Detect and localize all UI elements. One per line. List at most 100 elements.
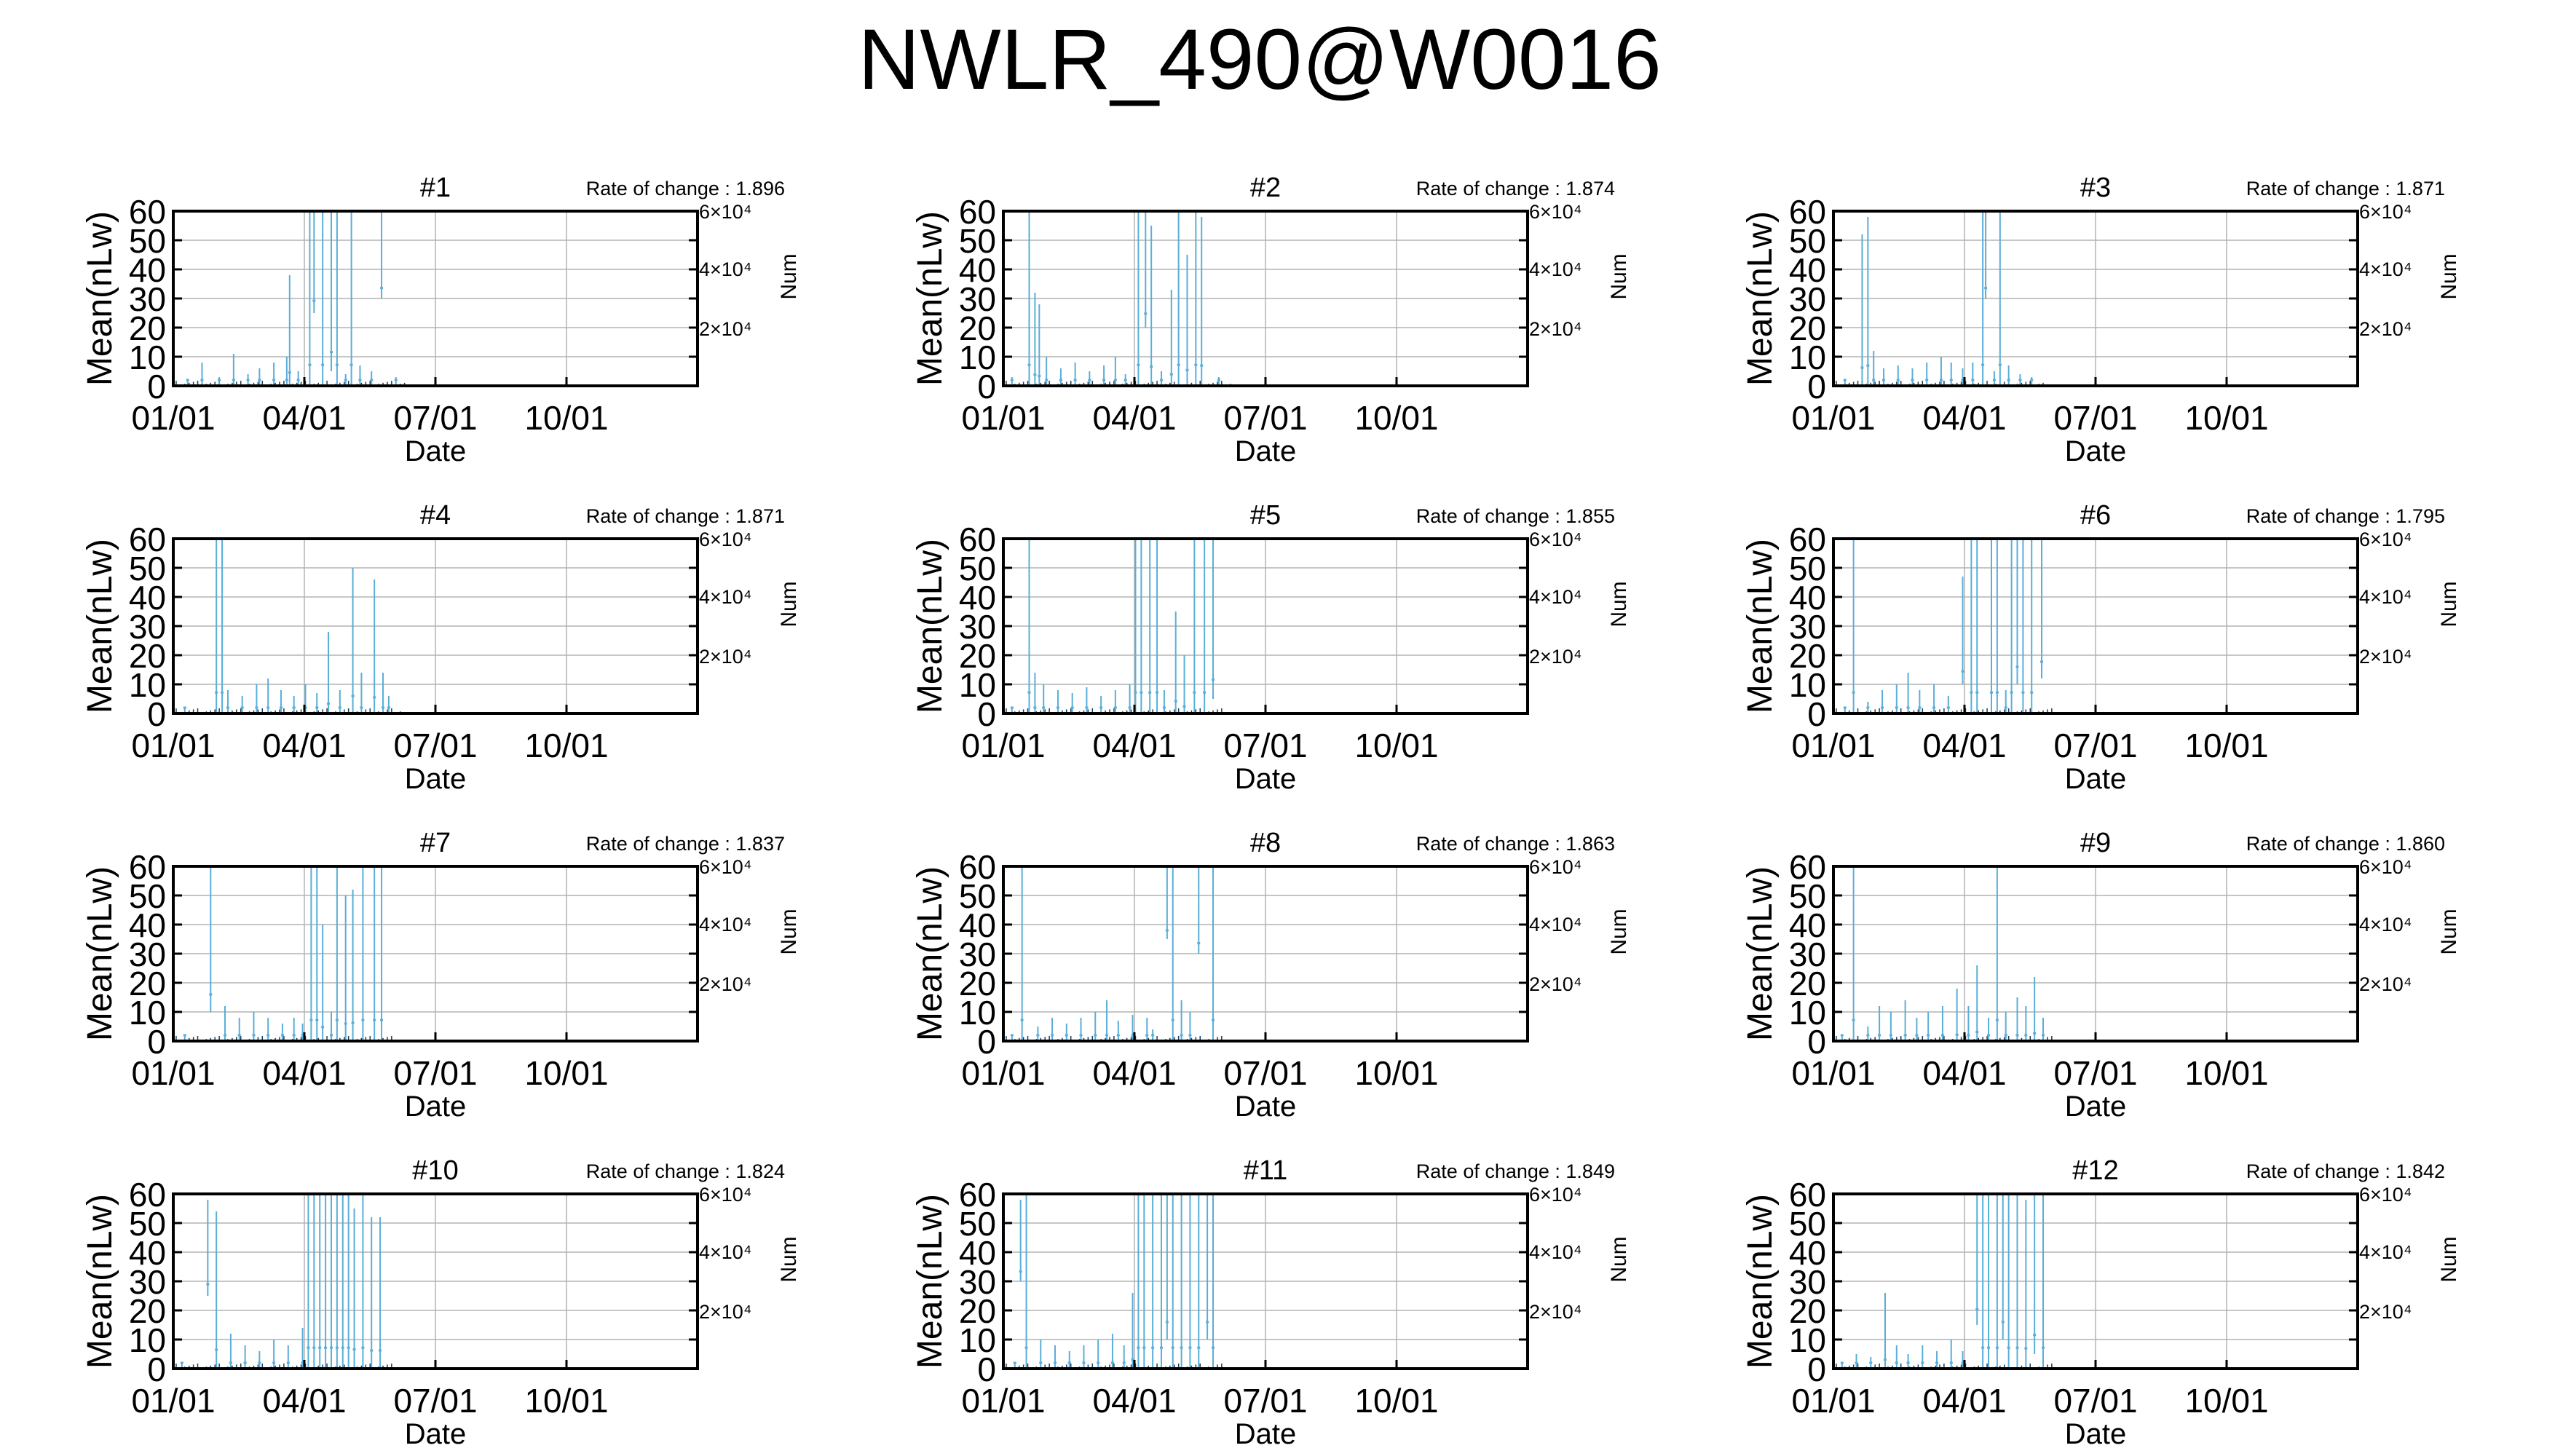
y-tick-label: 40 bbox=[1789, 251, 1826, 289]
y-tick-label: 60 bbox=[959, 193, 996, 231]
data-point bbox=[1203, 691, 1207, 694]
data-point bbox=[1903, 1034, 1907, 1037]
data-point bbox=[2004, 706, 2007, 709]
data-point bbox=[2015, 665, 2019, 668]
y-tick-label: 40 bbox=[959, 251, 996, 289]
panel-title: #4 bbox=[420, 500, 451, 531]
y-tick-label: 0 bbox=[977, 1023, 996, 1061]
data-point bbox=[1918, 706, 1922, 709]
y-tick-label: 0 bbox=[1807, 368, 1826, 405]
panel-title: #2 bbox=[1250, 173, 1281, 203]
data-point bbox=[1171, 1018, 1174, 1021]
data-point bbox=[2030, 379, 2034, 381]
data-point bbox=[350, 363, 353, 366]
data-point bbox=[307, 1346, 310, 1349]
y2-tick-label: 2×10⁴ bbox=[2359, 318, 2412, 340]
data-point bbox=[1137, 363, 1140, 366]
data-point bbox=[252, 1034, 256, 1037]
data-point bbox=[215, 691, 218, 694]
data-point bbox=[1987, 1346, 1991, 1349]
x-tick-label: 10/01 bbox=[524, 1054, 608, 1092]
data-point bbox=[1180, 1346, 1183, 1349]
data-point bbox=[1110, 1361, 1114, 1364]
x-tick-label: 04/01 bbox=[1922, 399, 2006, 437]
data-point bbox=[1878, 1034, 1881, 1037]
data-point bbox=[308, 363, 312, 366]
data-point bbox=[2030, 691, 2034, 694]
y-tick-label: 60 bbox=[1789, 848, 1826, 886]
y-tick-label: 20 bbox=[1789, 965, 1826, 1002]
data-point bbox=[1866, 1034, 1870, 1037]
x-tick-label: 04/01 bbox=[262, 1054, 346, 1092]
data-point bbox=[1102, 379, 1106, 381]
y-tick-label: 40 bbox=[129, 579, 166, 617]
data-point bbox=[286, 1361, 290, 1364]
y-tick-label: 30 bbox=[959, 1263, 996, 1301]
x-tick-label: 10/01 bbox=[2184, 399, 2268, 437]
x-axis-label: Date bbox=[405, 435, 467, 467]
y-axis-label: Mean(nLw) bbox=[1741, 211, 1780, 386]
rate-of-change: Rate of change : 1.896 bbox=[586, 178, 785, 199]
data-point bbox=[341, 1346, 344, 1349]
data-point bbox=[1150, 365, 1153, 368]
x-tick-label: 10/01 bbox=[1354, 727, 1438, 764]
data-point bbox=[329, 1346, 333, 1349]
x-tick-label: 10/01 bbox=[524, 1382, 608, 1420]
data-point bbox=[1995, 1346, 1999, 1349]
data-point bbox=[2021, 691, 2025, 694]
y-axis-label: Mean(nLw) bbox=[1741, 1194, 1780, 1369]
y-tick-label: 10 bbox=[1789, 666, 1826, 704]
x-axis-label: Date bbox=[405, 1418, 467, 1450]
y-tick-label: 60 bbox=[129, 1176, 166, 1214]
y2-tick-label: 2×10⁴ bbox=[1529, 646, 1581, 668]
data-point bbox=[312, 299, 316, 302]
data-point bbox=[279, 706, 283, 709]
y-tick-label: 20 bbox=[129, 965, 166, 1002]
data-point bbox=[1180, 1034, 1183, 1037]
data-point bbox=[335, 1018, 339, 1021]
data-point bbox=[1059, 379, 1062, 381]
y2-tick-label: 4×10⁴ bbox=[2359, 258, 2412, 280]
data-point bbox=[272, 1361, 276, 1364]
y-tick-label: 40 bbox=[129, 251, 166, 289]
data-point bbox=[2042, 1034, 2045, 1037]
data-point bbox=[1162, 706, 1166, 709]
data-point bbox=[209, 993, 213, 996]
panel-title: #6 bbox=[2080, 500, 2111, 531]
data-point bbox=[1906, 706, 1910, 709]
data-point bbox=[1051, 1034, 1054, 1037]
y2-axis-label: Num bbox=[777, 581, 801, 627]
x-axis-label: Date bbox=[2065, 435, 2127, 467]
y-tick-label: 40 bbox=[959, 906, 996, 944]
data-point bbox=[1949, 379, 1953, 381]
data-point bbox=[1989, 691, 1993, 694]
data-point bbox=[1128, 706, 1132, 709]
data-point bbox=[1124, 379, 1127, 381]
rate-of-change: Rate of change : 1.824 bbox=[586, 1160, 785, 1182]
x-tick-label: 04/01 bbox=[262, 399, 346, 437]
y2-tick-label: 4×10⁴ bbox=[1529, 1241, 1581, 1263]
x-tick-label: 01/01 bbox=[1791, 1054, 1875, 1092]
y2-axis-label: Num bbox=[1607, 909, 1631, 954]
y2-tick-label: 2×10⁴ bbox=[699, 1301, 751, 1323]
y2-tick-label: 4×10⁴ bbox=[2359, 1241, 2412, 1263]
panel-title: #3 bbox=[2080, 173, 2111, 203]
y-tick-label: 20 bbox=[129, 637, 166, 675]
y2-tick-label: 6×10⁴ bbox=[699, 1184, 751, 1206]
data-point bbox=[1906, 1361, 1910, 1364]
data-point bbox=[232, 379, 235, 381]
data-point bbox=[1113, 706, 1117, 709]
data-point bbox=[2001, 1321, 2005, 1324]
data-point bbox=[2015, 1346, 2019, 1349]
data-point bbox=[1981, 1346, 1985, 1349]
data-point bbox=[1088, 379, 1091, 381]
y2-tick-label: 6×10⁴ bbox=[1529, 201, 1581, 223]
data-point bbox=[266, 706, 270, 709]
data-point bbox=[1843, 706, 1847, 709]
data-point bbox=[1866, 364, 1870, 367]
